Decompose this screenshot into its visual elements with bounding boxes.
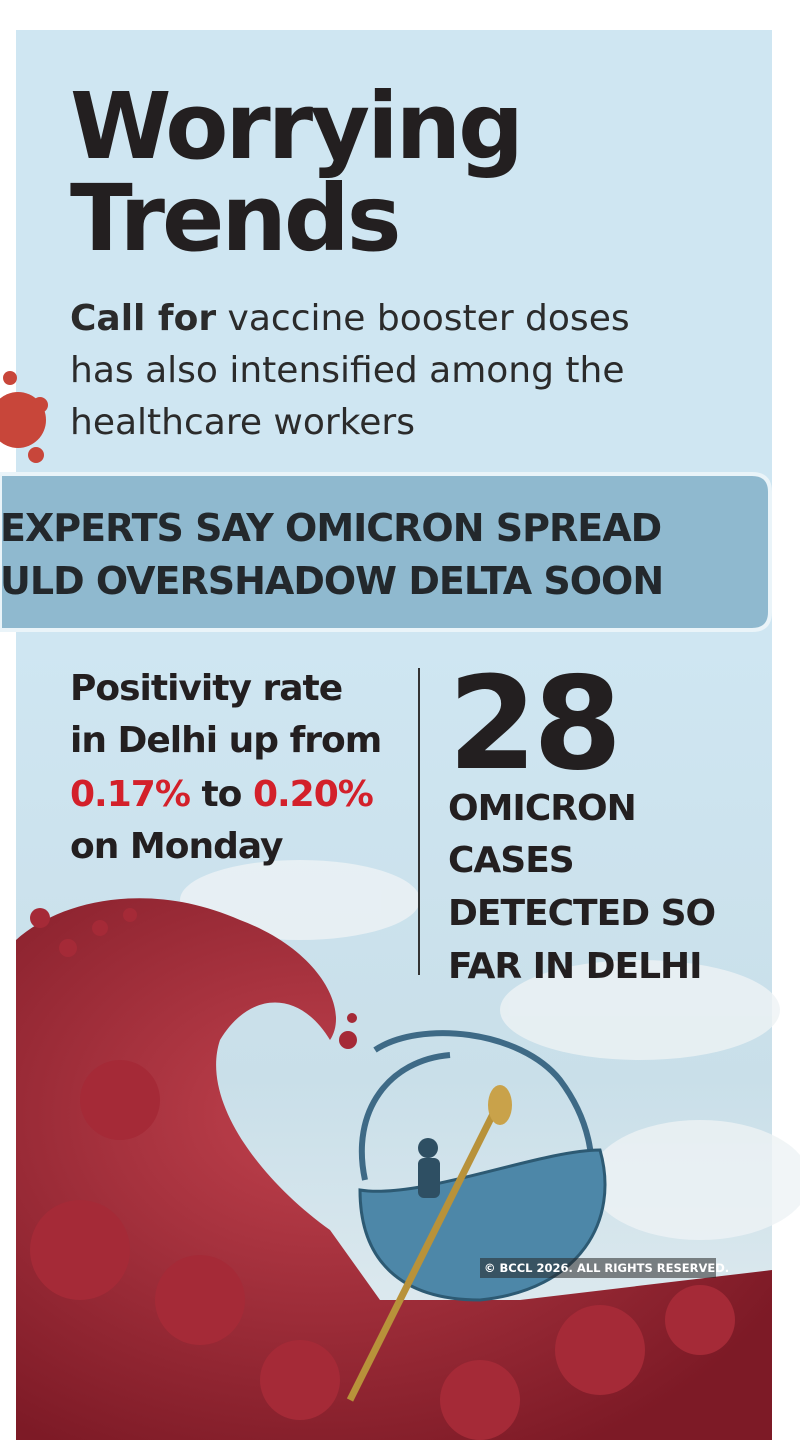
- subtitle-text: vaccine booster doses: [228, 298, 630, 339]
- copyright-bg: [480, 1258, 716, 1278]
- subtitle-line: Call for vaccine booster doses: [70, 298, 630, 339]
- subtitle-line: healthcare workers: [70, 402, 415, 443]
- title-line: Trends: [70, 165, 399, 272]
- copyright: © BCCL 2026. ALL RIGHTS RESERVED.: [484, 1261, 729, 1275]
- virus-icon: [0, 371, 48, 463]
- virus-wave: [16, 898, 772, 1440]
- subtitle-lead: Call for: [70, 298, 216, 339]
- positivity-line: in Delhi up from: [70, 720, 381, 761]
- title-line: Worrying: [70, 73, 521, 180]
- cases-line: FAR IN DELHI: [448, 946, 702, 987]
- positivity-line: 0.17% to 0.20%: [70, 774, 373, 815]
- banner: [0, 472, 772, 632]
- from-value: 0.17%: [70, 774, 190, 815]
- positivity-line: Positivity rate: [70, 668, 342, 709]
- positivity-line: on Monday: [70, 826, 283, 867]
- cases-number: 28: [448, 650, 618, 799]
- to-value: 0.20%: [253, 774, 373, 815]
- cases-line: CASES: [448, 840, 574, 881]
- connector: to: [201, 774, 241, 815]
- cases-line: DETECTED SO: [448, 893, 715, 934]
- banner-line: EXPERTS SAY OMICRON SPREAD: [0, 506, 661, 550]
- cases-line: OMICRON: [448, 788, 636, 829]
- subtitle-line: has also intensified among the: [70, 350, 624, 391]
- banner-line: ULD OVERSHADOW DELTA SOON: [0, 559, 663, 603]
- clouds: [180, 860, 800, 1240]
